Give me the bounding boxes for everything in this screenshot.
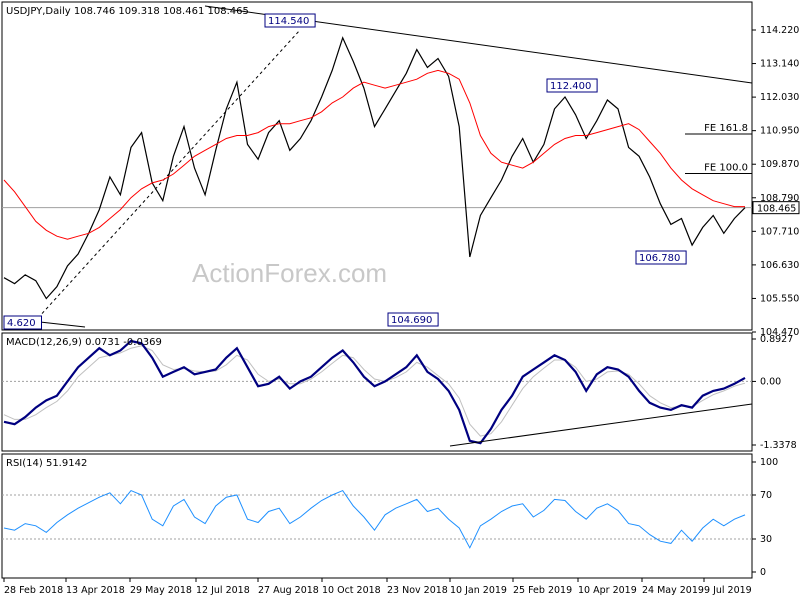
rsi-tick-label: 70 bbox=[760, 490, 772, 501]
price-tick-label: 110.950 bbox=[760, 126, 799, 137]
macd-panel-frame bbox=[1, 332, 753, 452]
price-annotation-box bbox=[3, 315, 42, 330]
rsi-header: RSI(14) 51.9142 bbox=[6, 458, 87, 469]
rsi-series-line bbox=[3, 489, 746, 549]
macd-header: MACD(12,26,9) 0.0731 -0.0369 bbox=[6, 337, 162, 348]
price-tick-label: 105.550 bbox=[760, 293, 799, 304]
price-annotation-text: 106.780 bbox=[639, 253, 680, 264]
price-series-line bbox=[3, 36, 746, 300]
date-tick-label: 23 Nov 2018 bbox=[387, 585, 448, 596]
price-tick-label: 108.790 bbox=[760, 193, 799, 204]
macd-layer bbox=[2, 339, 753, 447]
date-tick-label: 12 Jul 2018 bbox=[196, 585, 250, 596]
current-price-label: 108.465 bbox=[757, 204, 796, 215]
macd-signal-line bbox=[3, 345, 746, 437]
price-annotation: 106.780 bbox=[635, 250, 687, 265]
date-tick-label: 10 Oct 2018 bbox=[322, 585, 381, 596]
price-annotation: 104.690 bbox=[387, 312, 439, 327]
price-tick-label: 107.710 bbox=[760, 226, 799, 237]
price-annotation-box bbox=[387, 312, 439, 327]
price-annotation-text: 4.620 bbox=[7, 318, 36, 329]
price-annotation-box bbox=[546, 78, 598, 93]
date-tick-label: 25 Feb 2019 bbox=[513, 585, 572, 596]
price-panel-frame bbox=[1, 1, 753, 331]
date-tick-label: 29 May 2018 bbox=[130, 585, 192, 596]
rsi-layer bbox=[2, 489, 752, 549]
price-tick-label: 113.140 bbox=[760, 59, 799, 70]
price-tick-label: 106.630 bbox=[760, 260, 799, 271]
price-annotation-box bbox=[635, 250, 687, 265]
fib-level-label: FE 161.8 bbox=[704, 123, 748, 134]
price-annotation-text: 104.690 bbox=[391, 315, 432, 326]
price-annotation-box bbox=[264, 13, 316, 28]
date-tick-label: 10 Jan 2019 bbox=[450, 585, 507, 596]
rsi-panel-frame bbox=[1, 453, 753, 579]
price-tick-label: 104.470 bbox=[760, 327, 799, 338]
watermark: ActionForex.com bbox=[192, 258, 387, 288]
price-annotation-text: 112.400 bbox=[550, 81, 591, 92]
macd-tick-label: -1.3378 bbox=[760, 440, 797, 451]
date-tick-label: 10 Apr 2019 bbox=[578, 585, 637, 596]
fib-level-label: FE 100.0 bbox=[704, 162, 748, 173]
price-tick-label: 114.220 bbox=[760, 25, 799, 36]
rsi-tick-label: 0 bbox=[760, 567, 766, 578]
current-price-badge bbox=[752, 201, 800, 215]
price-annotation: 114.540 bbox=[264, 13, 316, 28]
date-tick-label: 9 Jul 2019 bbox=[704, 585, 752, 596]
date-tick-label: 13 Apr 2018 bbox=[66, 585, 125, 596]
date-tick-label: 28 Feb 2018 bbox=[4, 585, 63, 596]
price-tick-label: 109.870 bbox=[760, 159, 799, 170]
price-layer: FE 161.8 FE 100.0 114.540 104.690 112.400 106… bbox=[2, 5, 753, 330]
price-annotation-text: 114.540 bbox=[268, 16, 309, 27]
axis-layer: 114.220 113.140 112.030 110.950 109.870 108.7… bbox=[3, 25, 800, 596]
rsi-tick-label: 100 bbox=[760, 457, 778, 468]
symbol-header: USDJPY,Daily 108.746 109.318 108.461 108… bbox=[6, 6, 249, 17]
sma-series-line bbox=[3, 69, 745, 240]
macd-trendline bbox=[449, 403, 753, 447]
price-tick-label: 112.030 bbox=[760, 92, 799, 103]
macd-tick-label: 0.8927 bbox=[760, 334, 793, 345]
macd-main-line bbox=[3, 339, 746, 445]
price-annotation: 112.400 bbox=[546, 78, 598, 93]
date-tick-label: 27 Aug 2018 bbox=[258, 585, 319, 596]
price-annotation: 4.620 bbox=[3, 315, 42, 330]
macd-tick-label: 0.00 bbox=[760, 376, 781, 387]
date-tick-label: 24 May 2019 bbox=[642, 585, 704, 596]
rsi-tick-label: 30 bbox=[760, 534, 772, 545]
